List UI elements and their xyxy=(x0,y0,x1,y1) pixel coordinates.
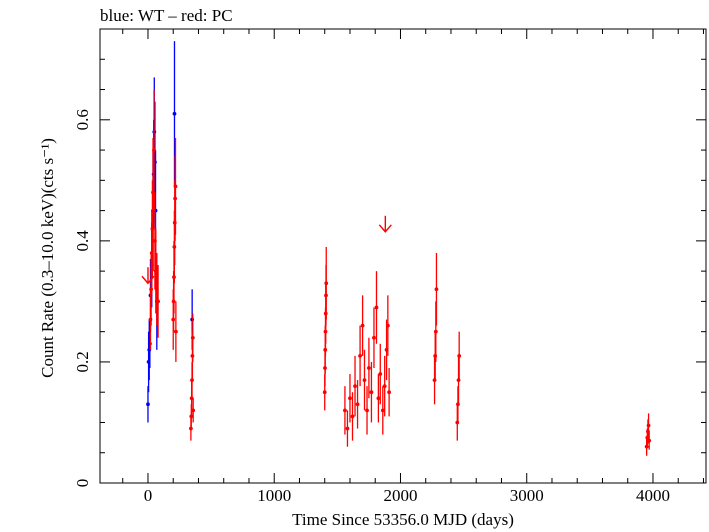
data-point xyxy=(646,423,651,428)
data-point xyxy=(433,329,438,334)
data-point xyxy=(434,287,439,292)
data-point xyxy=(374,305,379,310)
data-point xyxy=(343,408,347,413)
data-point xyxy=(191,408,196,413)
data-point xyxy=(324,281,329,286)
y-tick-label: 0.2 xyxy=(73,351,92,372)
data-point xyxy=(380,408,385,413)
data-point xyxy=(156,299,160,304)
chart-title: blue: WT – red: PC xyxy=(100,6,233,25)
data-point xyxy=(360,323,365,328)
data-point xyxy=(365,408,369,413)
upper-limit-arrowhead xyxy=(141,275,155,285)
data-point xyxy=(173,329,178,334)
plot-frame xyxy=(99,28,707,484)
data-point xyxy=(387,390,392,395)
data-point xyxy=(358,353,362,358)
upper-limit-arrowhead xyxy=(378,224,392,233)
data-marks xyxy=(141,41,652,456)
data-point xyxy=(146,402,150,407)
x-tick-label: 2000 xyxy=(383,486,417,505)
data-point xyxy=(376,396,381,401)
data-point xyxy=(348,396,352,401)
data-point xyxy=(322,390,327,395)
data-point xyxy=(382,384,387,389)
y-tick-label: 0 xyxy=(73,479,92,488)
data-point xyxy=(172,111,177,116)
data-point xyxy=(372,335,376,340)
data-point xyxy=(367,366,371,370)
x-tick-label: 0 xyxy=(144,486,153,505)
data-point xyxy=(355,402,360,407)
x-axis-label: Time Since 53356.0 MJD (days) xyxy=(292,510,514,529)
data-point xyxy=(173,184,178,189)
data-point xyxy=(378,372,383,376)
data-point xyxy=(385,323,390,328)
x-tick-label: 1000 xyxy=(257,486,291,505)
data-point xyxy=(152,148,156,152)
y-tick-label: 0.4 xyxy=(73,230,92,252)
data-point xyxy=(647,438,652,443)
data-point xyxy=(345,426,350,431)
y-tick-label: 0.6 xyxy=(73,109,92,130)
data-point xyxy=(190,335,195,340)
y-axis-label: Count Rate (0.3–10.0 keV)(cts s⁻¹) xyxy=(38,138,57,378)
data-point xyxy=(369,390,374,395)
data-point xyxy=(457,353,462,358)
x-tick-label: 3000 xyxy=(510,486,544,505)
axes: 0 1000 2000 3000 4000 0 0.2 0.4 0.6 xyxy=(73,29,706,505)
data-point xyxy=(350,414,355,419)
data-point xyxy=(353,384,357,389)
data-point xyxy=(362,378,367,382)
x-tick-label: 4000 xyxy=(636,486,670,505)
